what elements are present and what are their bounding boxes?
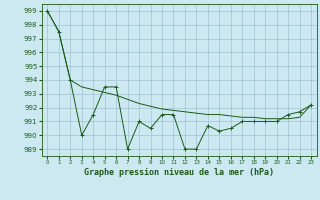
X-axis label: Graphe pression niveau de la mer (hPa): Graphe pression niveau de la mer (hPa) xyxy=(84,168,274,177)
